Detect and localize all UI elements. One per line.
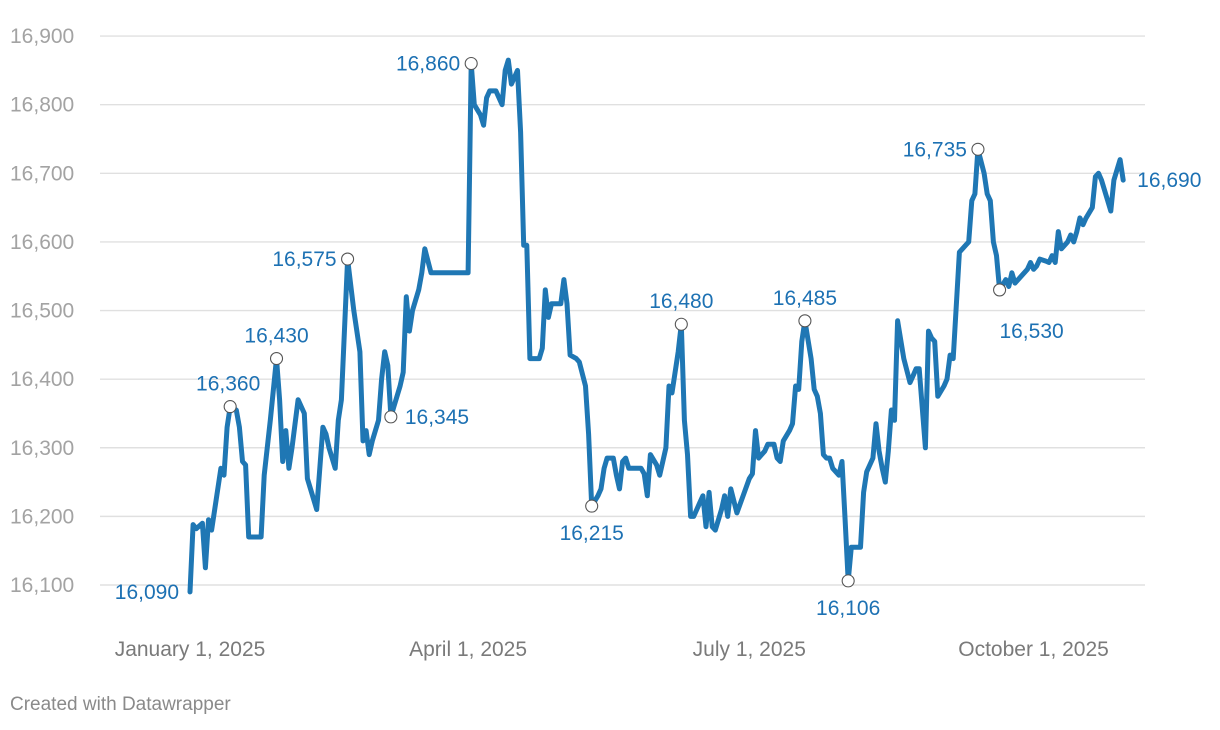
data-label: 16,215 (560, 522, 624, 545)
series (187, 57, 1126, 595)
data-label: 16,735 (903, 138, 967, 161)
annotation-marker (585, 499, 599, 513)
annotation-marker (841, 574, 855, 588)
line-chart: 16,100 16,200 16,300 16,400 16,500 16,600 16,7… (10, 25, 1202, 661)
data-label: 16,575 (272, 248, 336, 271)
y-tick-label: 16,400 (10, 368, 74, 391)
credit-footer: Created with Datawrapper (10, 694, 231, 715)
series-line (187, 57, 1126, 595)
data-labels: 16,090 16,360 16,430 16,575 16,345 16,860 16,2… (115, 52, 1202, 619)
data-label: 16,360 (196, 373, 260, 396)
y-tick-label: 16,300 (10, 437, 74, 460)
annotation-marker (993, 283, 1007, 297)
y-tick-label: 16,900 (10, 25, 74, 48)
annotation-markers (223, 56, 1007, 588)
y-tick-label: 16,100 (10, 574, 74, 597)
data-label: 16,090 (115, 581, 179, 604)
annotation-marker (674, 317, 688, 331)
x-axis-ticks: January 1, 2025 April 1, 2025 July 1, 2025… (115, 638, 1109, 661)
y-tick-label: 16,800 (10, 94, 74, 117)
y-tick-label: 16,700 (10, 162, 74, 185)
annotation-marker (971, 142, 985, 156)
x-tick-label: October 1, 2025 (958, 638, 1109, 661)
annotation-marker (798, 314, 812, 328)
annotation-marker (384, 410, 398, 424)
y-tick-label: 16,500 (10, 300, 74, 323)
data-label: 16,345 (405, 406, 469, 429)
annotation-marker (341, 252, 355, 266)
annotation-marker (269, 352, 284, 366)
data-label: 16,430 (244, 325, 308, 348)
data-label: 16,530 (999, 320, 1063, 343)
y-axis-ticks: 16,100 16,200 16,300 16,400 16,500 16,600 16,7… (10, 25, 74, 597)
data-label: 16,485 (773, 287, 837, 310)
annotation-marker (223, 400, 237, 414)
y-tick-label: 16,600 (10, 231, 74, 254)
data-label: 16,690 (1137, 169, 1201, 192)
x-tick-label: January 1, 2025 (115, 638, 266, 661)
x-tick-label: July 1, 2025 (693, 638, 806, 661)
y-tick-label: 16,200 (10, 505, 74, 528)
grid-lines (100, 35, 1145, 586)
annotation-marker (464, 56, 478, 71)
data-label: 16,106 (816, 597, 880, 620)
data-label: 16,860 (396, 52, 460, 75)
data-label: 16,480 (649, 290, 713, 313)
x-tick-label: April 1, 2025 (409, 638, 527, 661)
